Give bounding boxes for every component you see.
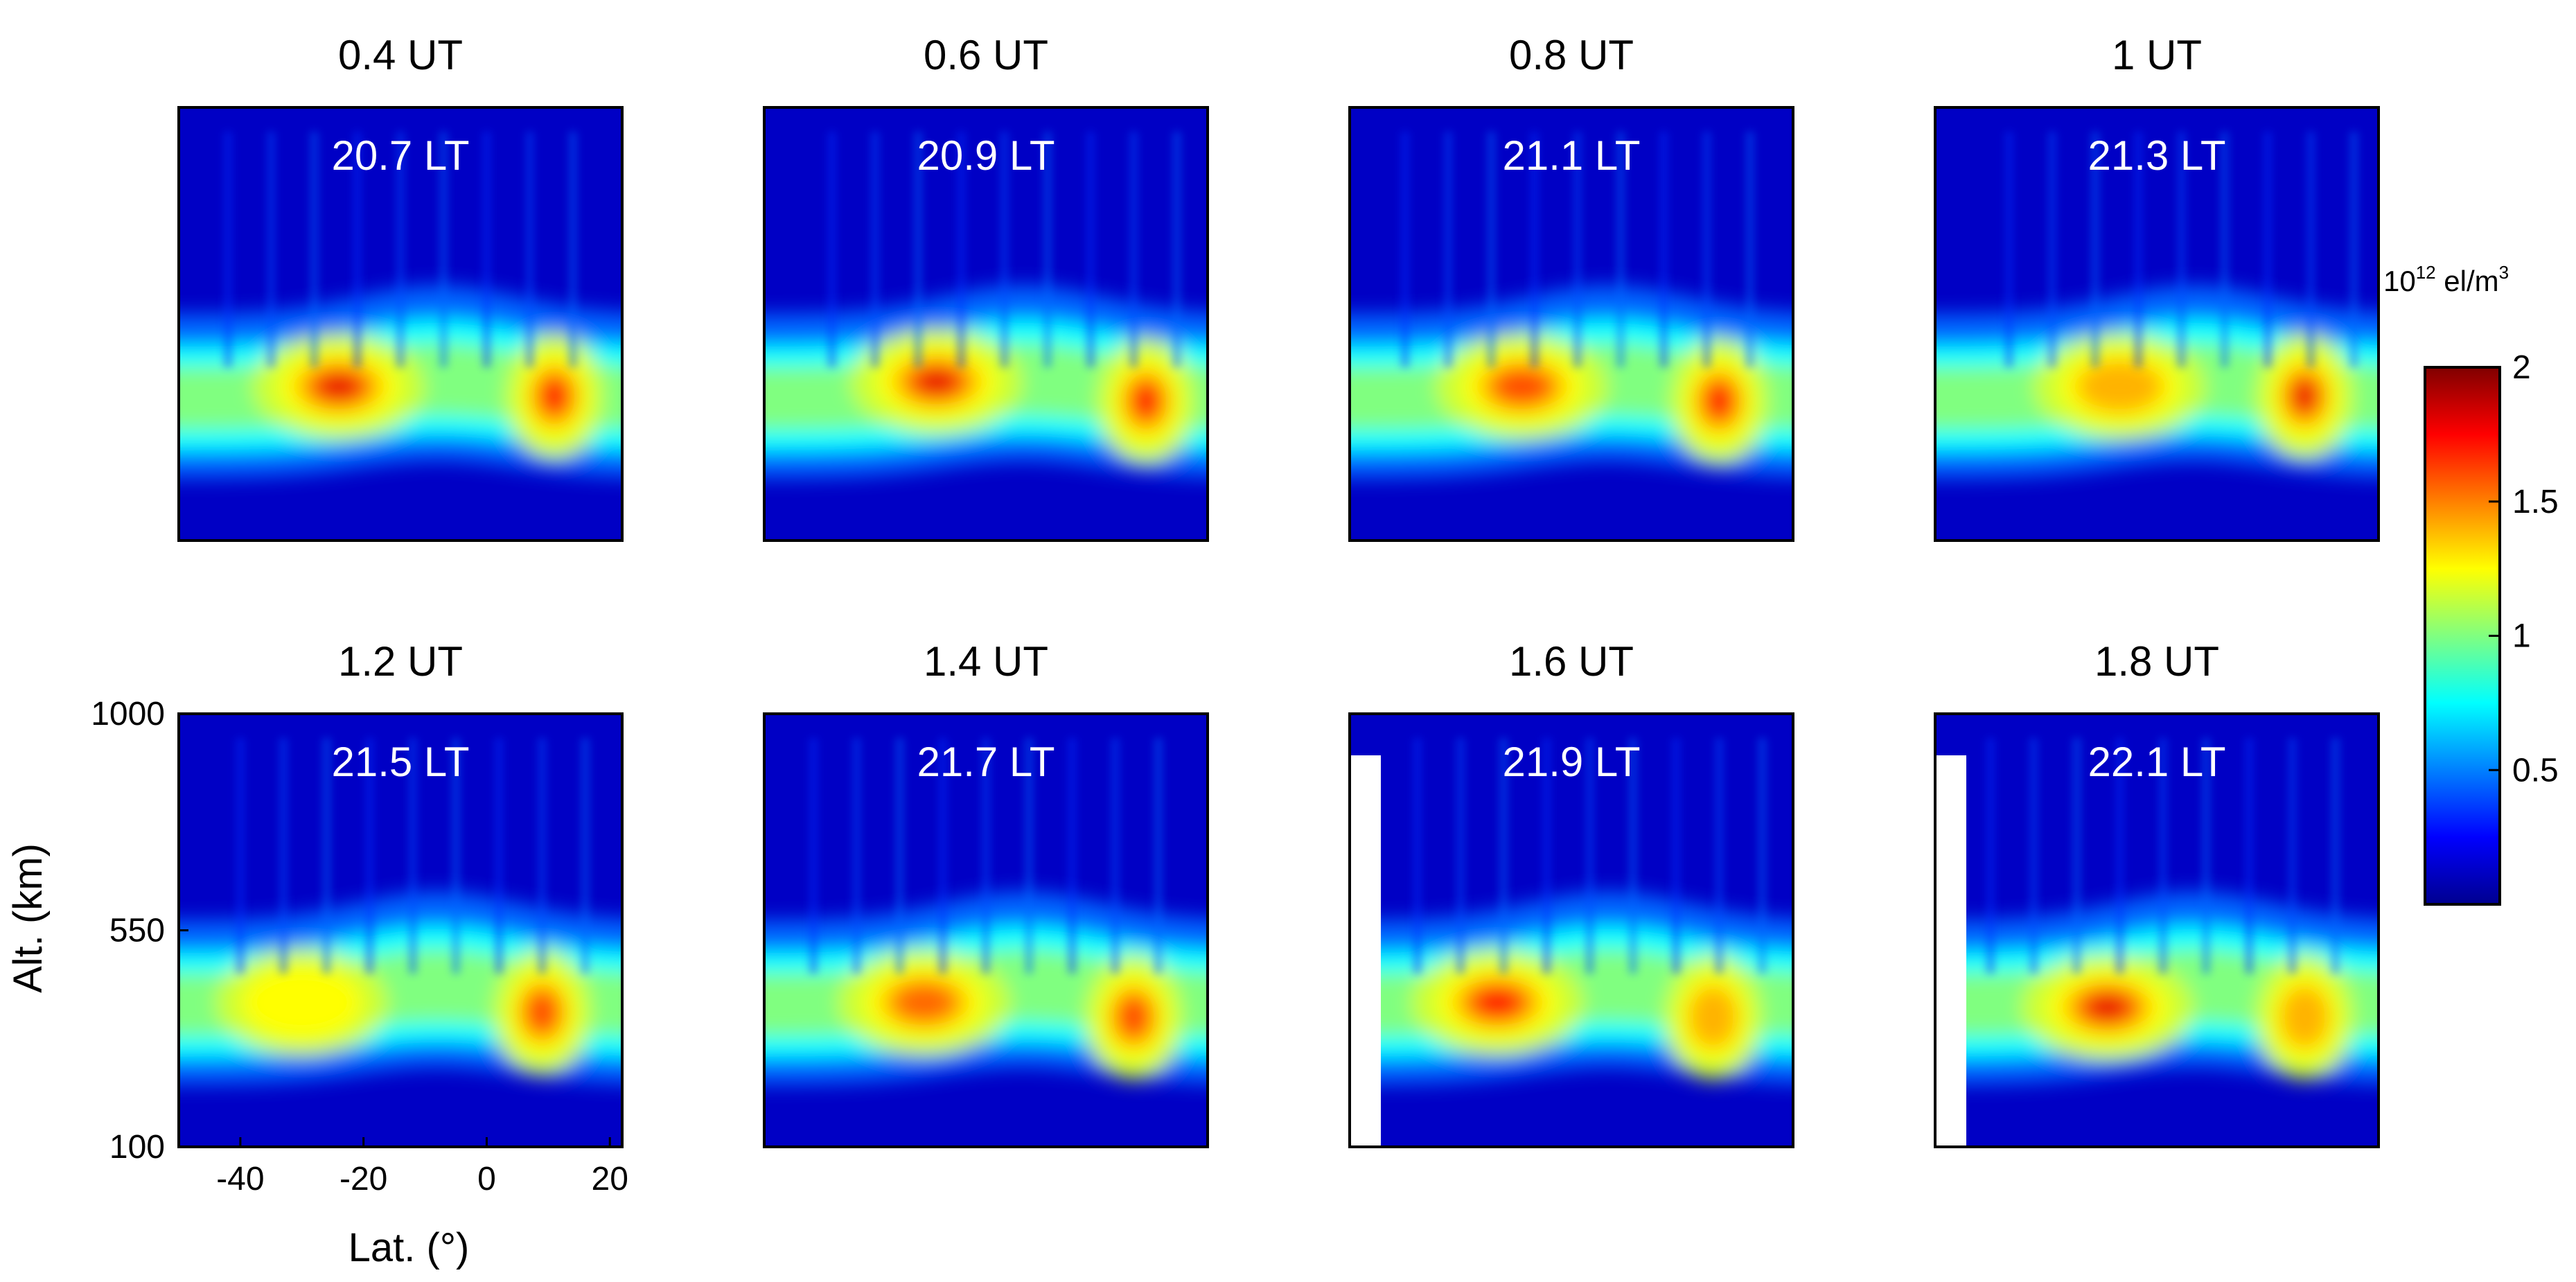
panel-lt-label: 21.7 LT [917, 739, 1055, 785]
panel: 1.2 UT 21.5 LT [177, 638, 624, 1148]
plume-streaks [1413, 737, 1767, 974]
panel: 1 UT 21.3 LT [1934, 32, 2380, 542]
density-layer [1935, 892, 2379, 1085]
data-gap [1935, 755, 1966, 1147]
panels: 0.4 UT 20.7 LT 0.6 UT 20.9 LT 0.8 UT 21.1 LT 1… [177, 32, 2380, 1148]
panel-frame [1348, 712, 1794, 1148]
density-layer [764, 286, 1208, 478]
heatmap [179, 107, 622, 541]
panel-ut-title: 1.4 UT [924, 638, 1048, 685]
x-tick: 20 [592, 1137, 628, 1197]
x-ticks: -40 -20 0 20 [216, 1137, 628, 1197]
y-tick: 550 [109, 913, 188, 949]
panel-ut-title: 1.6 UT [1509, 638, 1634, 685]
x-tick: 0 [477, 1137, 496, 1197]
panel-frame [1348, 106, 1794, 542]
panel-lt-label: 21.5 LT [331, 739, 469, 785]
panel-frame [763, 712, 1209, 1148]
x-tick-label: -20 [339, 1161, 387, 1197]
panel-lt-label: 21.9 LT [1502, 739, 1640, 785]
colorbar-tick-label: 2 [2512, 349, 2531, 386]
heatmap [1935, 107, 2379, 541]
panel-frame [177, 106, 624, 542]
panel-ut-title: 1.2 UT [338, 638, 463, 685]
panel-ut-title: 1.8 UT [2094, 638, 2219, 685]
colorbar-tick: 1 [2489, 618, 2531, 655]
x-tick-label: 0 [477, 1161, 496, 1197]
panel-ut-title: 0.8 UT [1509, 32, 1634, 78]
x-tick-label: 20 [592, 1161, 628, 1197]
panel: 1.6 UT 21.9 LT [1348, 638, 1794, 1148]
colorbar-ticks: 0.5 1 1.5 2 [2489, 349, 2559, 789]
heatmap [764, 107, 1208, 541]
density-layer [764, 892, 1208, 1085]
panel-frame [1934, 712, 2380, 1148]
y-axis-label: Alt. (km) [6, 843, 51, 993]
y-tick: 100 [109, 1129, 188, 1166]
x-tick: -20 [339, 1137, 387, 1197]
plume-streaks [236, 737, 590, 974]
density-layer [179, 286, 622, 478]
panel-lt-label: 21.3 LT [2088, 132, 2225, 179]
panel-ut-title: 0.4 UT [338, 32, 463, 78]
colorbar-tick: 0.5 [2489, 752, 2559, 789]
plume-streaks [224, 131, 577, 367]
heatmap [1350, 714, 1793, 1147]
heatmap [764, 714, 1208, 1147]
data-gap [1350, 755, 1381, 1147]
plume-streaks [809, 737, 1163, 974]
panel-lt-label: 20.7 LT [331, 132, 469, 179]
panel-lt-label: 22.1 LT [2088, 739, 2225, 785]
y-tick-label: 100 [109, 1129, 165, 1166]
y-tick-label: 550 [109, 913, 165, 949]
plume-streaks [827, 131, 1181, 367]
y-tick-label: 1000 [91, 696, 165, 732]
colorbar-tick: 2 [2489, 349, 2531, 386]
panel-frame [763, 106, 1209, 542]
colorbar-unit: 1012 el/m3 [2383, 262, 2509, 297]
axes: Alt. (km) Lat. (°) -40 -20 0 20 100 550 1000 [6, 696, 628, 1270]
plume-streaks [1986, 737, 2340, 974]
colorbar: 1012 el/m3 0.5 1 1.5 2 [2383, 262, 2559, 906]
heatmap [1350, 107, 1793, 541]
density-layer [1350, 892, 1793, 1085]
panel-lt-label: 21.1 LT [1502, 132, 1640, 179]
panel-lt-label: 20.9 LT [917, 132, 1055, 179]
panel: 1.8 UT 22.1 LT [1934, 638, 2380, 1148]
panel: 1.4 UT 21.7 LT [763, 638, 1209, 1148]
panel-frame [1934, 106, 2380, 542]
density-layer [1350, 286, 1793, 478]
density-layer [179, 892, 622, 1085]
colorbar-tick-label: 1.5 [2512, 484, 2559, 520]
y-ticks: 100 550 1000 [91, 696, 188, 1166]
density-layer [1935, 286, 2379, 478]
colorbar-bar [2424, 366, 2501, 906]
panel-ut-title: 0.6 UT [924, 32, 1048, 78]
x-tick-label: -40 [216, 1161, 264, 1197]
colorbar-tick: 1.5 [2489, 484, 2559, 520]
colorbar-tick-label: 1 [2512, 618, 2531, 655]
x-tick: -40 [216, 1137, 265, 1197]
heatmap [179, 714, 622, 1147]
y-tick: 1000 [91, 696, 188, 732]
panel: 0.4 UT 20.7 LT [177, 32, 624, 542]
x-axis-label: Lat. (°) [349, 1225, 470, 1270]
plume-streaks [2004, 131, 2358, 367]
panel-ut-title: 1 UT [2112, 32, 2202, 78]
panel: 0.8 UT 21.1 LT [1348, 32, 1794, 542]
plume-streaks [1401, 131, 1754, 367]
heatmap [1935, 714, 2379, 1147]
colorbar-tick-label: 0.5 [2512, 752, 2559, 789]
panel: 0.6 UT 20.9 LT [763, 32, 1209, 542]
